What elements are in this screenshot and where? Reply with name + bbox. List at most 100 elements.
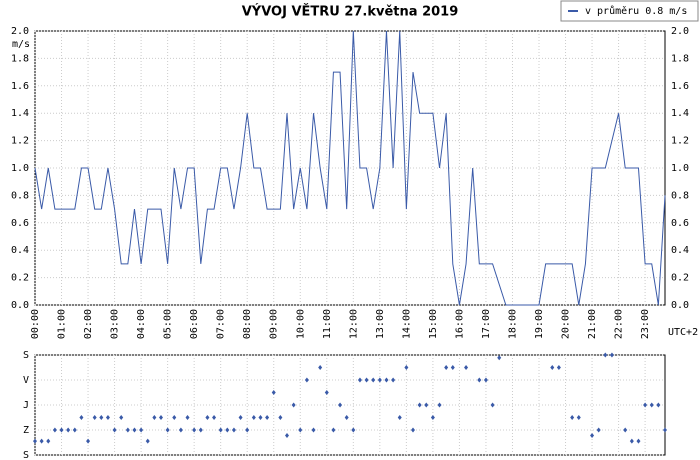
direction-point (99, 415, 104, 420)
x-tick-label: 18:00 (507, 309, 518, 339)
y-tick-label: V (23, 375, 29, 386)
direction-point (550, 365, 555, 370)
y-tick-label: 1.6 (11, 81, 29, 92)
direction-point (609, 352, 614, 358)
direction-point (437, 402, 442, 408)
direction-point (483, 377, 488, 383)
direction-point (656, 402, 661, 408)
y2-tick-label: 1.8 (671, 53, 689, 64)
direction-point (92, 415, 97, 420)
direction-point (623, 427, 628, 433)
direction-point (245, 427, 250, 433)
x-tick-label: 11:00 (322, 309, 333, 339)
direction-point (331, 427, 336, 433)
direction-point (86, 438, 91, 444)
x-tick-label: 08:00 (242, 309, 253, 339)
direction-point (119, 415, 124, 420)
direction-point (278, 415, 283, 420)
direction-point (59, 427, 64, 433)
direction-point (649, 402, 654, 408)
y-tick-label: 0.2 (11, 273, 29, 284)
x-tick-label: 00:00 (30, 309, 41, 339)
direction-point (304, 377, 309, 383)
direction-point (205, 415, 210, 420)
timezone-note: UTC+2 (668, 327, 698, 338)
direction-point (570, 415, 575, 420)
direction-point (603, 352, 608, 358)
direction-point (450, 365, 455, 370)
direction-point (112, 427, 117, 433)
direction-point (165, 427, 170, 433)
direction-point (490, 402, 495, 408)
direction-point (139, 427, 144, 433)
x-tick-label: 15:00 (428, 309, 439, 339)
y2-tick-label: 0.0 (671, 300, 689, 311)
direction-point (159, 415, 163, 420)
direction-point (271, 390, 276, 395)
y-tick-label: S (23, 450, 29, 460)
direction-point (225, 427, 230, 433)
y-tick-label: 0.0 (11, 300, 29, 311)
y-tick-label: 1.4 (11, 108, 29, 119)
y-tick-label: 0.6 (11, 218, 29, 229)
x-tick-label: 23:00 (640, 309, 651, 339)
y-tick-label: 2.0 (11, 26, 29, 37)
direction-point (66, 427, 71, 433)
x-tick-label: 14:00 (401, 309, 412, 339)
direction-point (404, 365, 409, 370)
direction-point (477, 377, 482, 383)
direction-point (596, 427, 601, 433)
direction-point (132, 427, 137, 433)
x-tick-label: 19:00 (534, 309, 545, 339)
y-tick-label: Z (23, 425, 29, 436)
x-tick-label: 21:00 (587, 309, 598, 339)
direction-point (185, 415, 190, 420)
direction-point (105, 415, 110, 420)
direction-point (152, 415, 157, 420)
x-tick-label: 13:00 (375, 309, 386, 339)
direction-point (556, 365, 561, 370)
direction-point (218, 427, 223, 433)
direction-point (251, 415, 256, 420)
direction-point (324, 390, 329, 395)
direction-point (238, 415, 243, 420)
direction-point (576, 415, 581, 420)
direction-point (258, 415, 263, 420)
data-line (34, 30, 666, 306)
y2-tick-label: 0.8 (671, 190, 689, 201)
direction-point (643, 402, 648, 408)
direction-point (285, 433, 289, 439)
direction-point (636, 438, 641, 444)
x-tick-label: 16:00 (454, 309, 465, 339)
direction-point (338, 402, 343, 408)
direction-point (397, 415, 402, 420)
direction-point (497, 355, 502, 361)
direction-point (344, 415, 349, 420)
y2-tick-label: 0.6 (671, 218, 689, 229)
direction-point (265, 415, 270, 420)
direction-point (192, 427, 197, 433)
x-tick-label: 06:00 (189, 309, 200, 339)
y-tick-label: 0.4 (11, 245, 29, 256)
y2-tick-label: 0.4 (671, 245, 689, 256)
direction-point (417, 402, 422, 408)
direction-point (172, 415, 177, 420)
y2-tick-label: 1.6 (671, 81, 689, 92)
direction-point (79, 415, 84, 420)
direction-point (411, 427, 415, 433)
direction-point (629, 438, 634, 444)
direction-point (444, 365, 449, 370)
direction-point (371, 377, 376, 383)
y2-tick-label: 1.0 (671, 163, 689, 174)
y-tick-label: 1.2 (11, 136, 29, 147)
chart-title: VÝVOJ VĚTRU 27.května 2019 (242, 4, 459, 20)
y2-tick-label: 1.2 (671, 136, 689, 147)
direction-point (663, 427, 667, 433)
x-tick-label: 20:00 (561, 309, 572, 339)
direction-point (145, 438, 150, 444)
direction-point (178, 427, 183, 433)
direction-point (377, 377, 382, 383)
x-tick-label: 05:00 (163, 309, 174, 339)
direction-point (590, 433, 595, 439)
y-tick-label: J (23, 400, 29, 411)
